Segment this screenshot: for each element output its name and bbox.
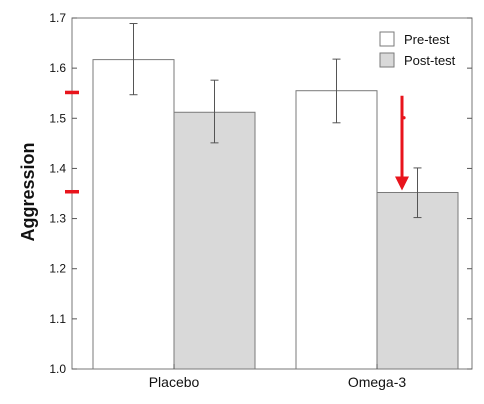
- legend-swatch: [379, 31, 395, 47]
- red-arrow-head: [395, 176, 409, 191]
- y-tick-label: 1.7: [49, 11, 66, 25]
- plot-frame: [71, 17, 473, 370]
- red-y-marker: [65, 189, 79, 194]
- red-y-marker: [65, 90, 79, 95]
- y-tick-label: 1.4: [49, 161, 66, 175]
- y-tick-label: 1.5: [49, 111, 66, 125]
- red-dot: [402, 116, 406, 120]
- bar-post-test-placebo: [173, 111, 256, 370]
- legend: Pre-test Post-test: [379, 31, 456, 68]
- bar-pre-test-placebo: [92, 59, 175, 370]
- y-tick-label: 1.6: [49, 61, 66, 75]
- x-tick-label: Placebo: [149, 374, 200, 390]
- y-axis-title: Aggression: [18, 142, 38, 241]
- y-tick-label: 1.1: [49, 312, 66, 326]
- legend-swatch: [379, 52, 395, 68]
- y-tick-label: 1.2: [49, 262, 66, 276]
- bar-post-test-omega-3: [376, 191, 459, 370]
- x-tick-label: Omega-3: [348, 374, 407, 390]
- y-tick-label: 1.0: [49, 362, 66, 376]
- legend-label: Post-test: [404, 53, 456, 68]
- y-tick-label: 1.3: [49, 212, 66, 226]
- plot-area: 1.0 1.1 1.2 1.3 1.4 1.5 1.6 1.7 Placebo Omega-3: [49, 11, 473, 390]
- legend-label: Pre-test: [404, 32, 450, 47]
- bar-pre-test-omega-3: [295, 90, 378, 370]
